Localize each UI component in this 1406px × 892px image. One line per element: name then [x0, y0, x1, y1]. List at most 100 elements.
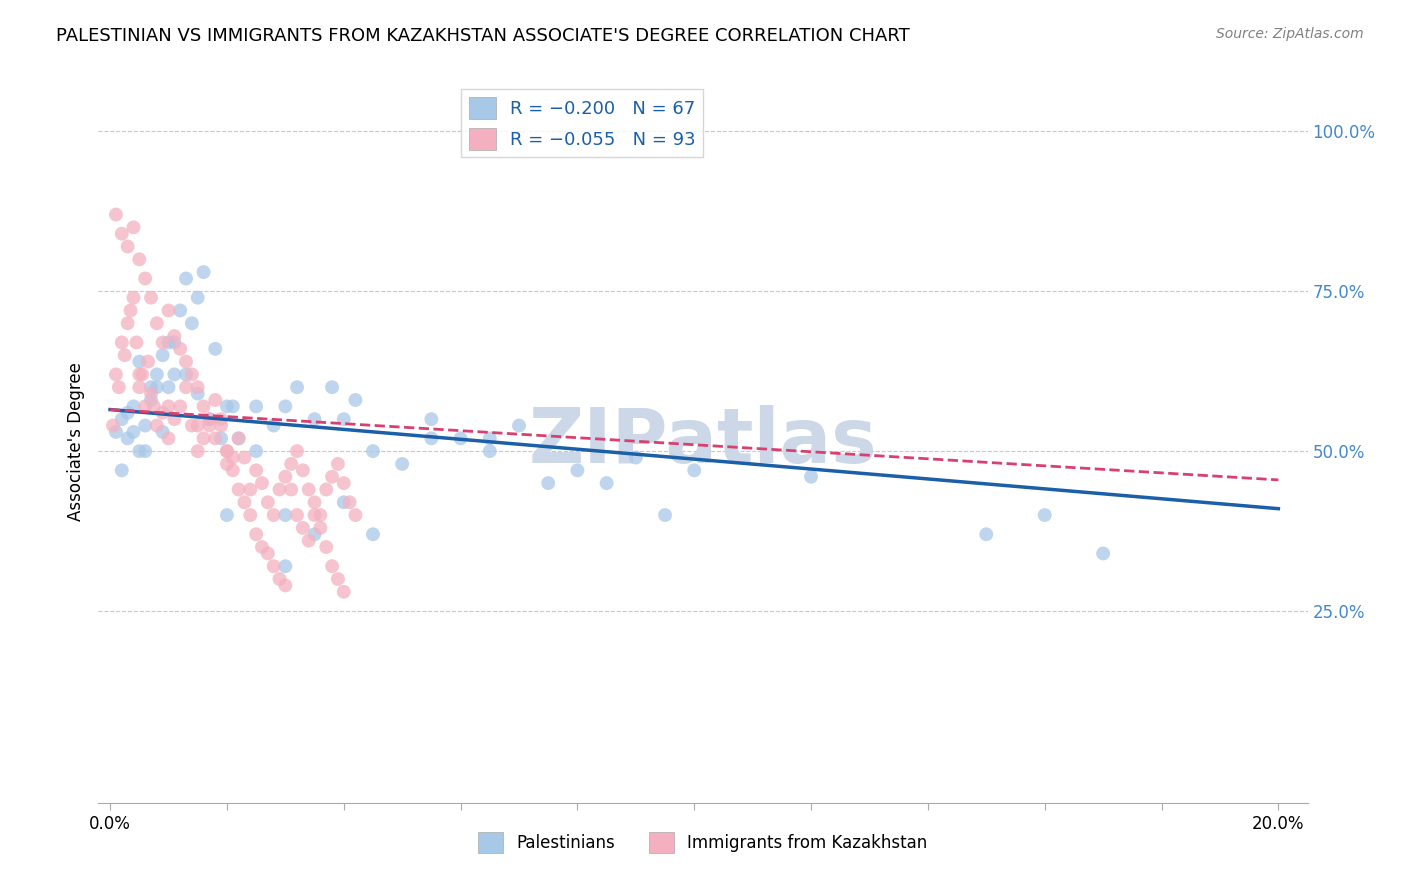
Point — [321, 559, 343, 574]
Point — [1033, 508, 1056, 522]
Point — [304, 412, 326, 426]
Point — [139, 380, 162, 394]
Text: Source: ZipAtlas.com: Source: ZipAtlas.com — [1216, 27, 1364, 41]
Point — [134, 271, 156, 285]
Point — [683, 463, 706, 477]
Point — [139, 392, 162, 407]
Point — [163, 335, 186, 350]
Point — [291, 463, 314, 477]
Point — [256, 495, 278, 509]
Point — [146, 316, 169, 330]
Point — [274, 400, 297, 414]
Y-axis label: Associate's Degree: Associate's Degree — [66, 362, 84, 521]
Point — [128, 368, 150, 382]
Point — [332, 476, 354, 491]
Point — [344, 508, 367, 522]
Point — [215, 444, 238, 458]
Point — [450, 431, 472, 445]
Point — [187, 380, 209, 394]
Point — [321, 469, 343, 483]
Point — [131, 368, 153, 382]
Point — [391, 457, 413, 471]
Point — [134, 400, 156, 414]
Point — [134, 444, 156, 458]
Point — [239, 483, 262, 497]
Point — [198, 418, 221, 433]
Point — [187, 386, 209, 401]
Point — [309, 521, 332, 535]
Point — [478, 444, 501, 458]
Point — [128, 380, 150, 394]
Point — [146, 418, 169, 433]
Point — [420, 431, 443, 445]
Point — [152, 406, 174, 420]
Point — [128, 252, 150, 267]
Point — [344, 392, 367, 407]
Point — [228, 431, 250, 445]
Point — [180, 368, 202, 382]
Point — [274, 578, 297, 592]
Point — [111, 463, 134, 477]
Point — [304, 495, 326, 509]
Point — [274, 508, 297, 522]
Point — [222, 400, 245, 414]
Text: PALESTINIAN VS IMMIGRANTS FROM KAZAKHSTAN ASSOCIATE'S DEGREE CORRELATION CHART: PALESTINIAN VS IMMIGRANTS FROM KAZAKHSTA… — [56, 27, 910, 45]
Point — [228, 431, 250, 445]
Point — [152, 348, 174, 362]
Point — [245, 527, 267, 541]
Point — [537, 476, 560, 491]
Point — [163, 329, 186, 343]
Point — [136, 354, 159, 368]
Point — [128, 354, 150, 368]
Point — [974, 527, 997, 541]
Legend: Palestinians, Immigrants from Kazakhstan: Palestinians, Immigrants from Kazakhstan — [472, 826, 934, 860]
Point — [263, 508, 285, 522]
Point — [134, 418, 156, 433]
Point — [209, 418, 232, 433]
Point — [280, 483, 302, 497]
Point — [122, 425, 145, 439]
Point — [108, 380, 131, 394]
Point — [193, 400, 215, 414]
Point — [245, 400, 267, 414]
Point — [321, 380, 343, 394]
Point — [128, 444, 150, 458]
Point — [339, 495, 361, 509]
Point — [222, 450, 245, 465]
Point — [169, 342, 191, 356]
Point — [157, 335, 180, 350]
Point — [174, 271, 197, 285]
Point — [174, 354, 197, 368]
Point — [117, 406, 139, 420]
Point — [120, 303, 142, 318]
Point — [163, 412, 186, 426]
Point — [256, 546, 278, 560]
Point — [309, 508, 332, 522]
Point — [187, 291, 209, 305]
Point — [174, 380, 197, 394]
Point — [567, 463, 589, 477]
Point — [326, 572, 349, 586]
Point — [332, 412, 354, 426]
Point — [209, 431, 232, 445]
Point — [304, 527, 326, 541]
Point — [420, 412, 443, 426]
Point — [315, 540, 337, 554]
Point — [508, 418, 530, 433]
Point — [285, 380, 308, 394]
Point — [624, 450, 647, 465]
Point — [233, 495, 256, 509]
Point — [117, 316, 139, 330]
Point — [104, 425, 127, 439]
Point — [180, 418, 202, 433]
Point — [193, 431, 215, 445]
Point — [157, 380, 180, 394]
Point — [250, 476, 273, 491]
Point — [263, 559, 285, 574]
Point — [198, 412, 221, 426]
Text: ZIPatlas: ZIPatlas — [529, 405, 877, 478]
Point — [157, 303, 180, 318]
Point — [250, 540, 273, 554]
Point — [104, 208, 127, 222]
Point — [209, 412, 232, 426]
